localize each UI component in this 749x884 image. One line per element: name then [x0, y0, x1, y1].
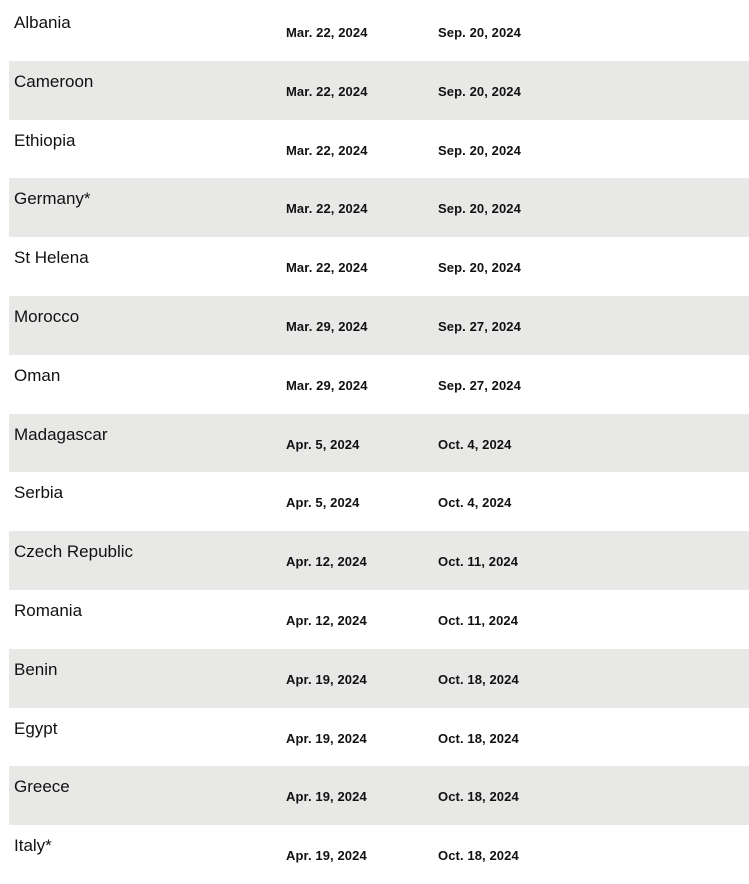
- country-cell: Morocco: [14, 306, 80, 326]
- start-date-cell: Apr. 12, 2024: [286, 554, 367, 570]
- end-date-cell: Oct. 11, 2024: [438, 554, 519, 570]
- table-row: Egypt Apr. 19, 2024 Oct. 18, 2024: [9, 708, 749, 767]
- table-row: Italy* Apr. 19, 2024 Oct. 18, 2024: [9, 825, 749, 884]
- table-row: Serbia Apr. 5, 2024 Oct. 4, 2024: [9, 472, 749, 531]
- end-date-cell: Oct. 18, 2024: [438, 730, 519, 746]
- start-date-cell: Mar. 22, 2024: [286, 25, 368, 40]
- start-date-cell: Apr. 12, 2024: [286, 612, 367, 628]
- country-cell: Cameroon: [14, 71, 94, 91]
- start-date-cell: Mar. 22, 2024: [286, 83, 368, 99]
- country-cell: Greece: [14, 777, 70, 797]
- end-date-cell: Oct. 18, 2024: [438, 789, 519, 805]
- country-dates-table: Albania Mar. 22, 2024 Sep. 20, 2024 Cameroo…: [9, 2, 749, 884]
- table-row: Albania Mar. 22, 2024 Sep. 20, 2024: [9, 2, 749, 61]
- country-cell: Romania: [14, 600, 83, 620]
- start-date-cell: Mar. 22, 2024: [286, 201, 368, 217]
- country-cell: Oman: [14, 365, 61, 385]
- start-date-cell: Apr. 5, 2024: [286, 495, 360, 511]
- country-cell: St Helena: [14, 248, 89, 268]
- table-row: Czech Republic Apr. 12, 2024 Oct. 11, 2024: [9, 531, 749, 590]
- end-date-cell: Oct. 4, 2024: [438, 495, 512, 511]
- start-date-cell: Mar. 29, 2024: [286, 377, 368, 393]
- table-row: Morocco Mar. 29, 2024 Sep. 27, 2024: [9, 295, 749, 355]
- country-cell: Ethiopia: [14, 130, 76, 150]
- table-row: Romania Apr. 12, 2024 Oct. 11, 2024: [9, 590, 749, 649]
- country-cell: Madagascar: [14, 424, 108, 444]
- table-row: Ethiopia Mar. 22, 2024 Sep. 20, 2024: [9, 120, 749, 179]
- end-date-cell: Sep. 20, 2024: [438, 201, 521, 217]
- end-date-cell: Sep. 20, 2024: [438, 25, 521, 40]
- start-date-cell: Apr. 19, 2024: [286, 671, 367, 687]
- start-date-cell: Apr. 19, 2024: [286, 848, 367, 864]
- end-date-cell: Sep. 20, 2024: [438, 83, 521, 99]
- country-cell: Egypt: [14, 718, 58, 738]
- table-row: St Helena Mar. 22, 2024 Sep. 20, 2024: [9, 237, 749, 296]
- end-date-cell: Oct. 18, 2024: [438, 848, 519, 864]
- start-date-cell: Apr. 19, 2024: [286, 789, 367, 805]
- end-date-cell: Sep. 27, 2024: [438, 377, 521, 393]
- end-date-cell: Oct. 11, 2024: [438, 612, 519, 628]
- start-date-cell: Mar. 29, 2024: [286, 318, 368, 334]
- end-date-cell: Sep. 20, 2024: [438, 260, 521, 276]
- table-row: Germany* Mar. 22, 2024 Sep. 20, 2024: [9, 178, 749, 238]
- start-date-cell: Mar. 22, 2024: [286, 260, 368, 276]
- table-row: Benin Apr. 19, 2024 Oct. 18, 2024: [9, 648, 749, 708]
- start-date-cell: Apr. 5, 2024: [286, 436, 360, 452]
- end-date-cell: Oct. 4, 2024: [438, 436, 512, 452]
- country-cell: Albania: [14, 13, 71, 32]
- country-cell: Benin: [14, 659, 58, 679]
- country-cell: Serbia: [14, 483, 64, 503]
- table-row: Oman Mar. 29, 2024 Sep. 27, 2024: [9, 355, 749, 414]
- start-date-cell: Mar. 22, 2024: [286, 142, 368, 158]
- end-date-cell: Oct. 18, 2024: [438, 671, 519, 687]
- table-row: Greece Apr. 19, 2024 Oct. 18, 2024: [9, 766, 749, 826]
- end-date-cell: Sep. 27, 2024: [438, 318, 521, 334]
- end-date-cell: Sep. 20, 2024: [438, 142, 521, 158]
- table-row: Madagascar Apr. 5, 2024 Oct. 4, 2024: [9, 413, 749, 473]
- country-cell: Italy*: [14, 836, 52, 856]
- table-row: Cameroon Mar. 22, 2024 Sep. 20, 2024: [9, 60, 749, 120]
- start-date-cell: Apr. 19, 2024: [286, 730, 367, 746]
- country-cell: Germany*: [14, 189, 91, 209]
- country-cell: Czech Republic: [14, 542, 134, 562]
